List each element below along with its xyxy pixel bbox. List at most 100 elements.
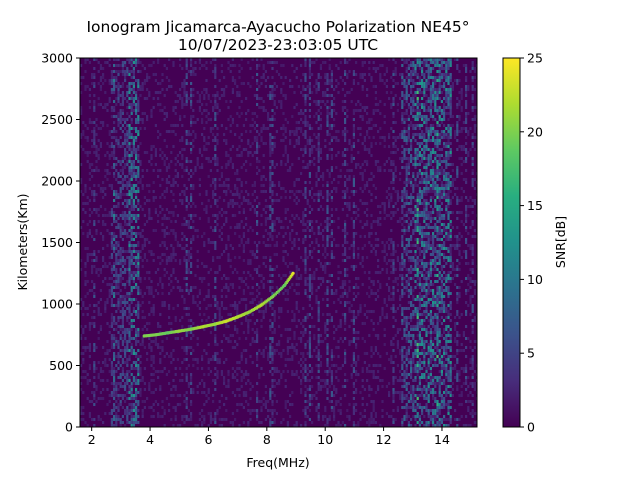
noise-pixel [245,349,248,352]
noise-pixel [115,253,118,256]
noise-pixel [181,325,184,328]
noise-pixel [238,154,241,157]
noise-pixel [110,268,113,271]
noise-pixel [284,358,287,361]
noise-pixel [124,328,127,331]
noise-pixel [126,91,129,94]
noise-pixel [238,424,241,427]
noise-pixel [284,211,287,214]
noise-pixel [130,88,133,91]
noise-pixel [236,169,239,172]
noise-pixel [183,415,186,418]
noise-pixel [93,346,96,349]
noise-pixel [267,112,270,115]
noise-pixel [273,184,276,187]
noise-pixel [302,94,305,97]
noise-pixel [106,301,109,304]
noise-pixel [308,73,311,76]
noise-pixel [119,229,122,232]
noise-pixel [350,169,353,172]
noise-pixel [264,307,267,310]
noise-pixel [106,61,109,64]
noise-pixel [300,352,303,355]
noise-pixel [253,151,256,154]
noise-pixel [286,292,289,295]
noise-pixel [271,268,274,271]
noise-pixel [174,385,177,388]
noise-pixel [183,277,186,280]
noise-pixel [344,304,347,307]
noise-pixel [300,340,303,343]
noise-pixel [128,262,131,265]
noise-pixel [115,421,118,424]
noise-pixel [110,289,113,292]
noise-pixel [88,106,91,109]
noise-pixel [352,385,355,388]
noise-pixel [302,307,305,310]
noise-pixel [174,418,177,421]
noise-pixel [304,268,307,271]
noise-pixel [293,346,296,349]
noise-pixel [297,277,300,280]
noise-pixel [374,160,377,163]
noise-pixel [308,313,311,316]
noise-pixel [306,142,309,145]
noise-pixel [130,367,133,370]
noise-pixel [304,331,307,334]
noise-pixel [311,355,314,358]
noise-pixel [278,292,281,295]
noise-pixel [240,298,243,301]
noise-pixel [223,250,226,253]
noise-pixel [135,415,138,418]
noise-pixel [165,67,168,70]
noise-pixel [324,271,327,274]
noise-pixel [168,355,171,358]
noise-pixel [190,265,193,268]
noise-pixel [99,85,102,88]
noise-pixel [196,91,199,94]
noise-pixel [231,346,234,349]
noise-pixel [124,424,127,427]
noise-pixel [260,310,263,313]
noise-pixel [326,235,329,238]
noise-pixel [128,172,131,175]
noise-pixel [330,391,333,394]
noise-pixel [135,151,138,154]
noise-pixel [121,250,124,253]
noise-pixel [99,313,102,316]
noise-pixel [275,343,278,346]
noise-pixel [317,313,320,316]
noise-pixel [137,259,140,262]
noise-pixel [115,244,118,247]
noise-pixel [97,157,100,160]
noise-pixel [286,424,289,427]
noise-pixel [119,310,122,313]
noise-pixel [374,163,377,166]
noise-pixel [377,271,380,274]
noise-pixel [278,307,281,310]
noise-pixel [97,139,100,142]
noise-pixel [269,256,272,259]
noise-pixel [311,292,314,295]
noise-pixel [297,157,300,160]
noise-pixel [286,340,289,343]
noise-pixel [229,244,232,247]
noise-pixel [168,211,171,214]
noise-pixel [377,217,380,220]
noise-pixel [128,103,131,106]
noise-pixel [328,142,331,145]
noise-pixel [93,385,96,388]
noise-pixel [135,259,138,262]
noise-pixel [284,148,287,151]
noise-pixel [256,364,259,367]
noise-pixel [216,223,219,226]
noise-pixel [293,91,296,94]
noise-pixel [330,235,333,238]
noise-pixel [275,286,278,289]
noise-pixel [383,73,386,76]
noise-pixel [88,187,91,190]
noise-pixel [121,283,124,286]
noise-pixel [374,253,377,256]
noise-pixel [95,367,98,370]
noise-pixel [198,151,201,154]
